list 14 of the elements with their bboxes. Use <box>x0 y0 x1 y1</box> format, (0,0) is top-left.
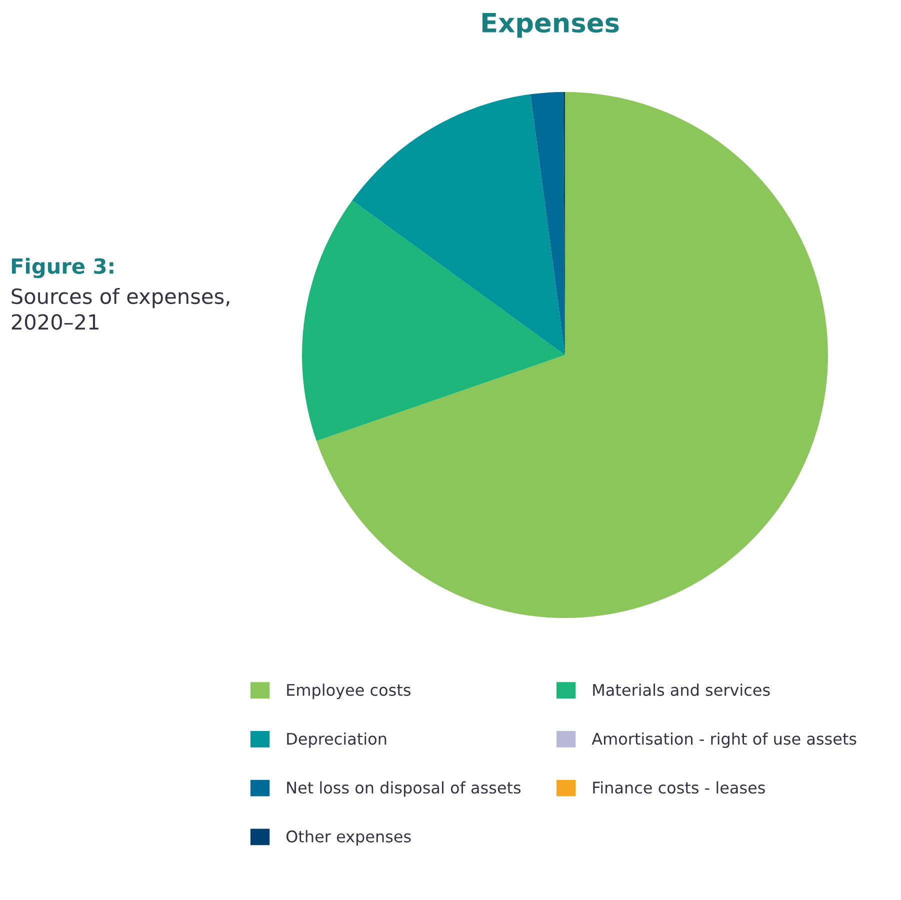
pie-slice <box>530 92 565 355</box>
legend-label: Net loss on disposal of assets <box>287 781 521 797</box>
legend-label: Finance costs - leases <box>593 781 765 794</box>
source-note: Sources of expenses, 2020–21 <box>12 288 230 330</box>
pie-slice <box>302 200 565 441</box>
legend-label: Other expenses <box>286 830 411 846</box>
legend-label: Amortisation - right of use assets <box>592 732 856 748</box>
caption: Figure 3: <box>12 258 114 278</box>
pie-slice <box>352 94 565 355</box>
pie-slice <box>316 92 828 618</box>
legend-label: Employee costs <box>287 684 410 700</box>
legend-label: Depreciation <box>287 732 386 748</box>
legend-label: Materials and services <box>593 684 770 696</box>
chart-title: Expenses <box>482 13 619 38</box>
